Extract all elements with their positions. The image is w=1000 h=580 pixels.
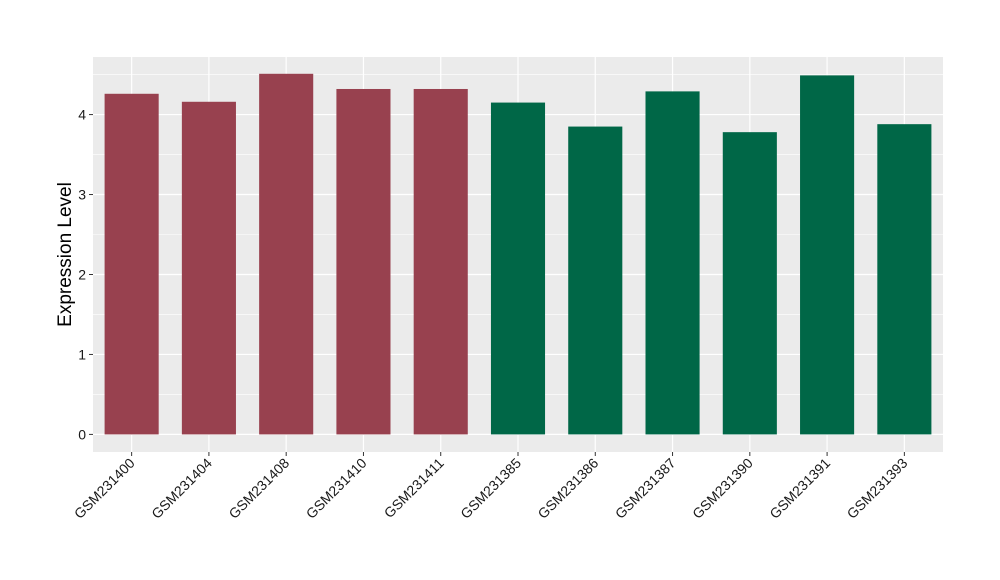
bar-GSM231400 [104,93,159,435]
bar-GSM231385 [490,102,546,435]
bar-GSM231386 [568,126,623,435]
bar-GSM231390 [722,132,777,435]
y-tick-label: 4 [78,107,86,123]
y-tick-label: 0 [78,426,86,442]
y-tick-label: 2 [78,266,86,282]
y-axis-title: Expression Level [55,182,76,327]
bar-GSM231411 [413,88,468,435]
bar-GSM231393 [877,124,932,435]
bar-GSM231391 [800,75,855,435]
bar-GSM231408 [259,73,314,435]
y-axis: 0 1 2 3 4 [78,107,93,442]
bar-GSM231387 [645,91,700,435]
bar-GSM231410 [336,88,391,435]
y-tick-label: 1 [78,346,86,362]
bar-GSM231404 [181,101,236,435]
bars [104,73,932,435]
y-tick-label: 3 [78,187,86,203]
